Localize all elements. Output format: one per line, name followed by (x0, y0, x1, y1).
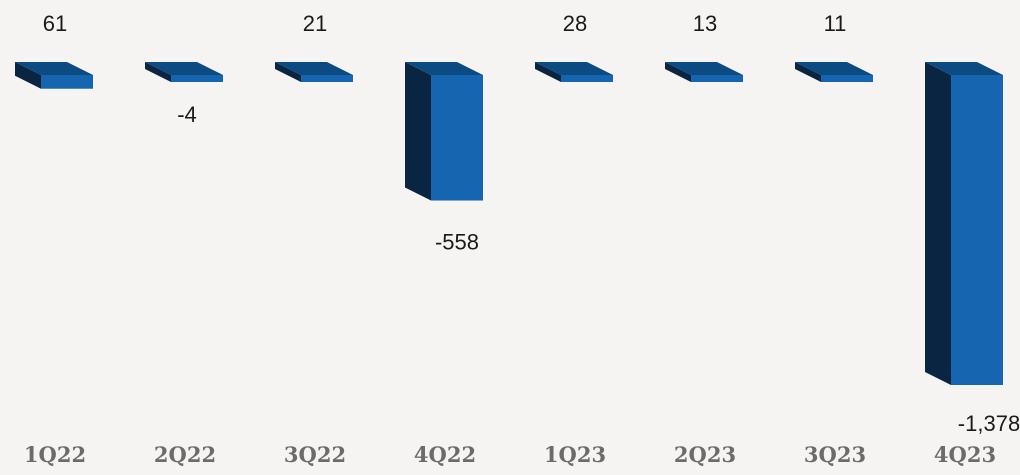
bar-front-face (821, 75, 873, 82)
bar-3Q23 (795, 62, 873, 82)
bar-side-face (405, 62, 431, 201)
bar-4Q23 (925, 62, 1003, 385)
bar-front-face (691, 75, 743, 82)
bar-2Q23 (665, 62, 743, 82)
bar-front-face (431, 75, 483, 201)
data-label-3Q23: 11 (824, 11, 847, 36)
data-label-4Q22: -558 (435, 230, 479, 255)
category-label-4Q22: 4Q22 (414, 442, 476, 467)
bar-top-face (15, 62, 93, 75)
bar-1Q22 (15, 62, 93, 89)
bar-3Q22 (275, 62, 353, 82)
bar-top-face (665, 62, 743, 75)
category-label-3Q22: 3Q22 (284, 442, 346, 467)
bar-top-face (795, 62, 873, 75)
bar-side-face (535, 62, 561, 82)
bar-1Q23 (535, 62, 613, 82)
bar-top-face (275, 62, 353, 75)
bar-front-face (41, 75, 93, 89)
bar-front-face (951, 75, 1003, 385)
bar-side-face (15, 62, 41, 89)
data-label-4Q23: -1,378 (958, 411, 1020, 436)
bar-4Q22 (405, 62, 483, 201)
bar-top-face (535, 62, 613, 75)
bar-2Q22 (145, 62, 223, 82)
category-label-2Q22: 2Q22 (154, 442, 216, 467)
bar-side-face (665, 62, 691, 82)
data-label-2Q23: 13 (693, 11, 717, 36)
data-label-1Q22: 61 (43, 11, 67, 36)
bar-front-face (171, 75, 223, 82)
bar-top-face (405, 62, 483, 75)
category-label-4Q23: 4Q23 (934, 442, 996, 467)
category-label-2Q23: 2Q23 (674, 442, 736, 467)
data-label-1Q23: 28 (563, 11, 587, 36)
bar-side-face (145, 62, 171, 82)
category-label-1Q23: 1Q23 (544, 442, 606, 467)
bar-top-face (925, 62, 1003, 75)
bar-side-face (925, 62, 951, 385)
bar-top-face (145, 62, 223, 75)
bar-side-face (275, 62, 301, 82)
data-label-2Q22: -4 (177, 102, 197, 127)
bar-side-face (795, 62, 821, 82)
data-label-3Q22: 21 (303, 11, 327, 36)
category-label-3Q23: 3Q23 (804, 442, 866, 467)
bar-front-face (561, 75, 613, 82)
category-label-1Q22: 1Q22 (24, 442, 86, 467)
bar-front-face (301, 75, 353, 82)
